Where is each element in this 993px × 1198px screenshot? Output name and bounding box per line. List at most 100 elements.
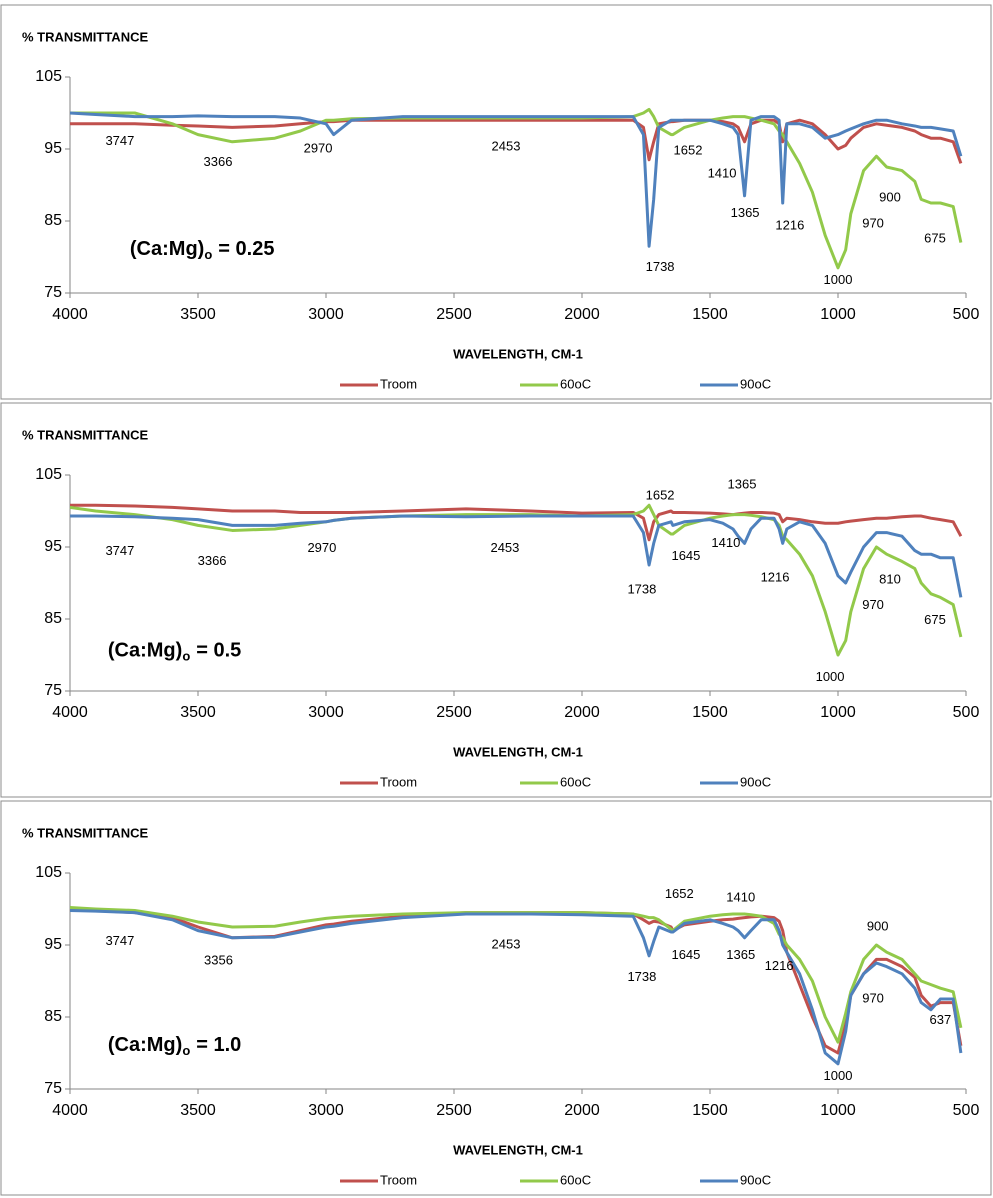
annotation: 1000 (816, 669, 845, 684)
series-line (69, 908, 963, 1066)
annotation: 1738 (627, 582, 656, 597)
annotation: 900 (867, 918, 889, 933)
series-line (70, 107, 963, 270)
annotation: 3747 (105, 933, 134, 948)
panel-label-rest: = 0.5 (196, 640, 241, 662)
y-tick-label: 75 (44, 682, 62, 699)
annotation: 970 (862, 597, 884, 612)
annotation: 1365 (728, 477, 757, 492)
annotation: 637 (930, 1012, 952, 1027)
panel-label-text: (Ca:Mg) (108, 640, 182, 662)
x-tick-label: 500 (953, 704, 980, 721)
legend-label: 60oC (560, 1172, 591, 1187)
x-tick-label: 2000 (564, 704, 600, 721)
panel-label-sub: o (204, 247, 212, 262)
annotation: 1652 (646, 487, 675, 502)
panel-label: (Ca:Mg)o = 0.5 (108, 640, 241, 664)
x-tick-label: 1000 (820, 704, 856, 721)
x-tick-label: 500 (953, 1102, 980, 1119)
y-axis-title: % TRANSMITTANCE (22, 825, 148, 840)
legend-label: 60oC (560, 376, 591, 391)
panel-label-text: (Ca:Mg) (130, 238, 204, 260)
x-tick-label: 2500 (436, 704, 472, 721)
x-tick-label: 2000 (564, 1102, 600, 1119)
panel-label-sub: o (182, 649, 190, 664)
y-tick-label: 95 (44, 538, 62, 555)
x-tick-label: 1500 (692, 704, 728, 721)
panel-label: (Ca:Mg)o = 0.25 (130, 238, 275, 262)
x-tick-label: 500 (953, 306, 980, 323)
x-tick-label: 1000 (820, 306, 856, 323)
x-tick-label: 1500 (692, 1102, 728, 1119)
legend-label: Troom (380, 1172, 417, 1187)
annotation: 1410 (726, 890, 755, 905)
annotation: 900 (879, 189, 901, 204)
panel-border (0, 402, 992, 798)
x-tick-label: 3500 (180, 306, 216, 323)
panel-label: (Ca:Mg)o = 1.0 (108, 1034, 241, 1058)
annotation: 3356 (204, 952, 233, 967)
x-tick-label: 2000 (564, 306, 600, 323)
annotation: 970 (862, 215, 884, 230)
y-axis-title: % TRANSMITTANCE (22, 427, 148, 442)
x-tick-label: 1500 (692, 306, 728, 323)
y-tick-label: 75 (44, 284, 62, 301)
annotation: 1216 (765, 958, 794, 973)
annotation: 2453 (492, 138, 521, 153)
x-tick-label: 4000 (52, 1102, 88, 1119)
annotation: 1365 (731, 205, 760, 220)
series-line (69, 503, 963, 657)
annotation: 2453 (492, 936, 521, 951)
y-tick-label: 75 (44, 1080, 62, 1097)
annotation: 1000 (824, 272, 853, 287)
series-line (70, 503, 963, 542)
x-tick-label: 2500 (436, 306, 472, 323)
legend-label: 90oC (740, 376, 771, 391)
legend-label: Troom (380, 376, 417, 391)
annotation: 3366 (198, 553, 227, 568)
x-tick-label: 4000 (52, 704, 88, 721)
series-line (69, 907, 963, 1055)
legend-label: Troom (380, 774, 417, 789)
annotation: 1738 (627, 969, 656, 984)
panel-border (0, 800, 992, 1196)
panel-border (0, 4, 992, 400)
annotation: 3366 (204, 154, 233, 169)
panel-label-sub: o (182, 1043, 190, 1058)
annotation: 1216 (775, 217, 804, 232)
x-tick-label: 3000 (308, 306, 344, 323)
annotation: 1365 (726, 947, 755, 962)
y-tick-label: 105 (35, 68, 62, 85)
x-axis-title: WAVELENGTH, CM-1 (453, 346, 583, 361)
panel-label-rest: = 0.25 (218, 238, 274, 260)
annotation: 1410 (708, 166, 737, 181)
annotation: 1645 (671, 947, 700, 962)
annotation: 1652 (665, 886, 694, 901)
x-tick-label: 4000 (52, 306, 88, 323)
y-axis-title: % TRANSMITTANCE (22, 29, 148, 44)
annotation: 3747 (105, 543, 134, 558)
panel-label-rest: = 1.0 (196, 1034, 241, 1056)
legend-label: 90oC (740, 774, 771, 789)
annotation: 2970 (304, 140, 333, 155)
annotation: 675 (924, 612, 946, 627)
panel-label-text: (Ca:Mg) (108, 1034, 182, 1056)
series-line (69, 906, 963, 1044)
annotation: 1410 (711, 535, 740, 550)
legend-label: 60oC (560, 774, 591, 789)
y-tick-label: 105 (35, 864, 62, 881)
x-tick-label: 3500 (180, 704, 216, 721)
annotation: 2453 (490, 540, 519, 555)
x-tick-label: 2500 (436, 1102, 472, 1119)
annotation: 1645 (671, 548, 700, 563)
y-tick-label: 85 (44, 610, 62, 627)
annotation: 1738 (646, 259, 675, 274)
series-line (70, 514, 963, 598)
annotation: 2970 (307, 540, 336, 555)
y-tick-label: 95 (44, 936, 62, 953)
y-tick-label: 85 (44, 1008, 62, 1025)
x-tick-label: 3000 (308, 704, 344, 721)
annotation: 1216 (761, 569, 790, 584)
annotation: 810 (879, 572, 901, 587)
